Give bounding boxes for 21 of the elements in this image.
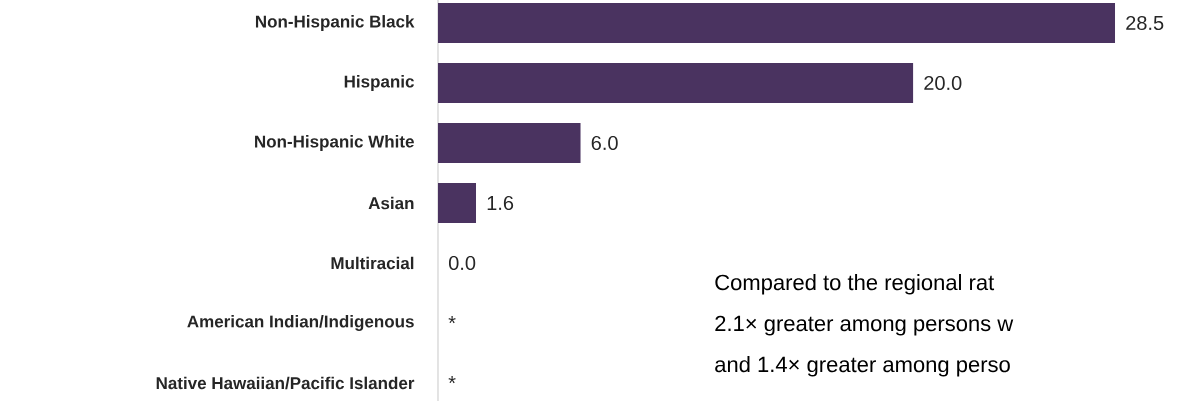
bar [438,62,914,103]
annotation: and 1.4× greater among perso [715,356,1010,377]
data-label: 20.0 [924,75,962,91]
y-tick-label: Non-Hispanic White [255,135,414,151]
y-tick-label: Multiracial [331,256,414,270]
y-tick-label: Asian [368,196,414,210]
annotation: Compared to the regional rat [715,274,995,295]
data-label: 1.6 [487,195,514,211]
text: * [448,316,456,324]
bar [438,2,1116,43]
y-tick-label: Hispanic [344,75,414,91]
annotation: 2.1× greater among persons w [715,315,1014,336]
data-label: 0.0 [448,255,476,271]
y-tick-label: Native Hawaiian/Pacific Islander [156,376,415,390]
bar [438,182,476,223]
y-tick-label: Non-Hispanic Black [255,15,415,31]
text: * [448,376,456,384]
data-label: 6.0 [591,135,618,151]
data-label: 28.5 [1126,15,1164,31]
y-tick-label: American Indian/Indigenous [187,315,414,331]
bar [438,122,581,163]
